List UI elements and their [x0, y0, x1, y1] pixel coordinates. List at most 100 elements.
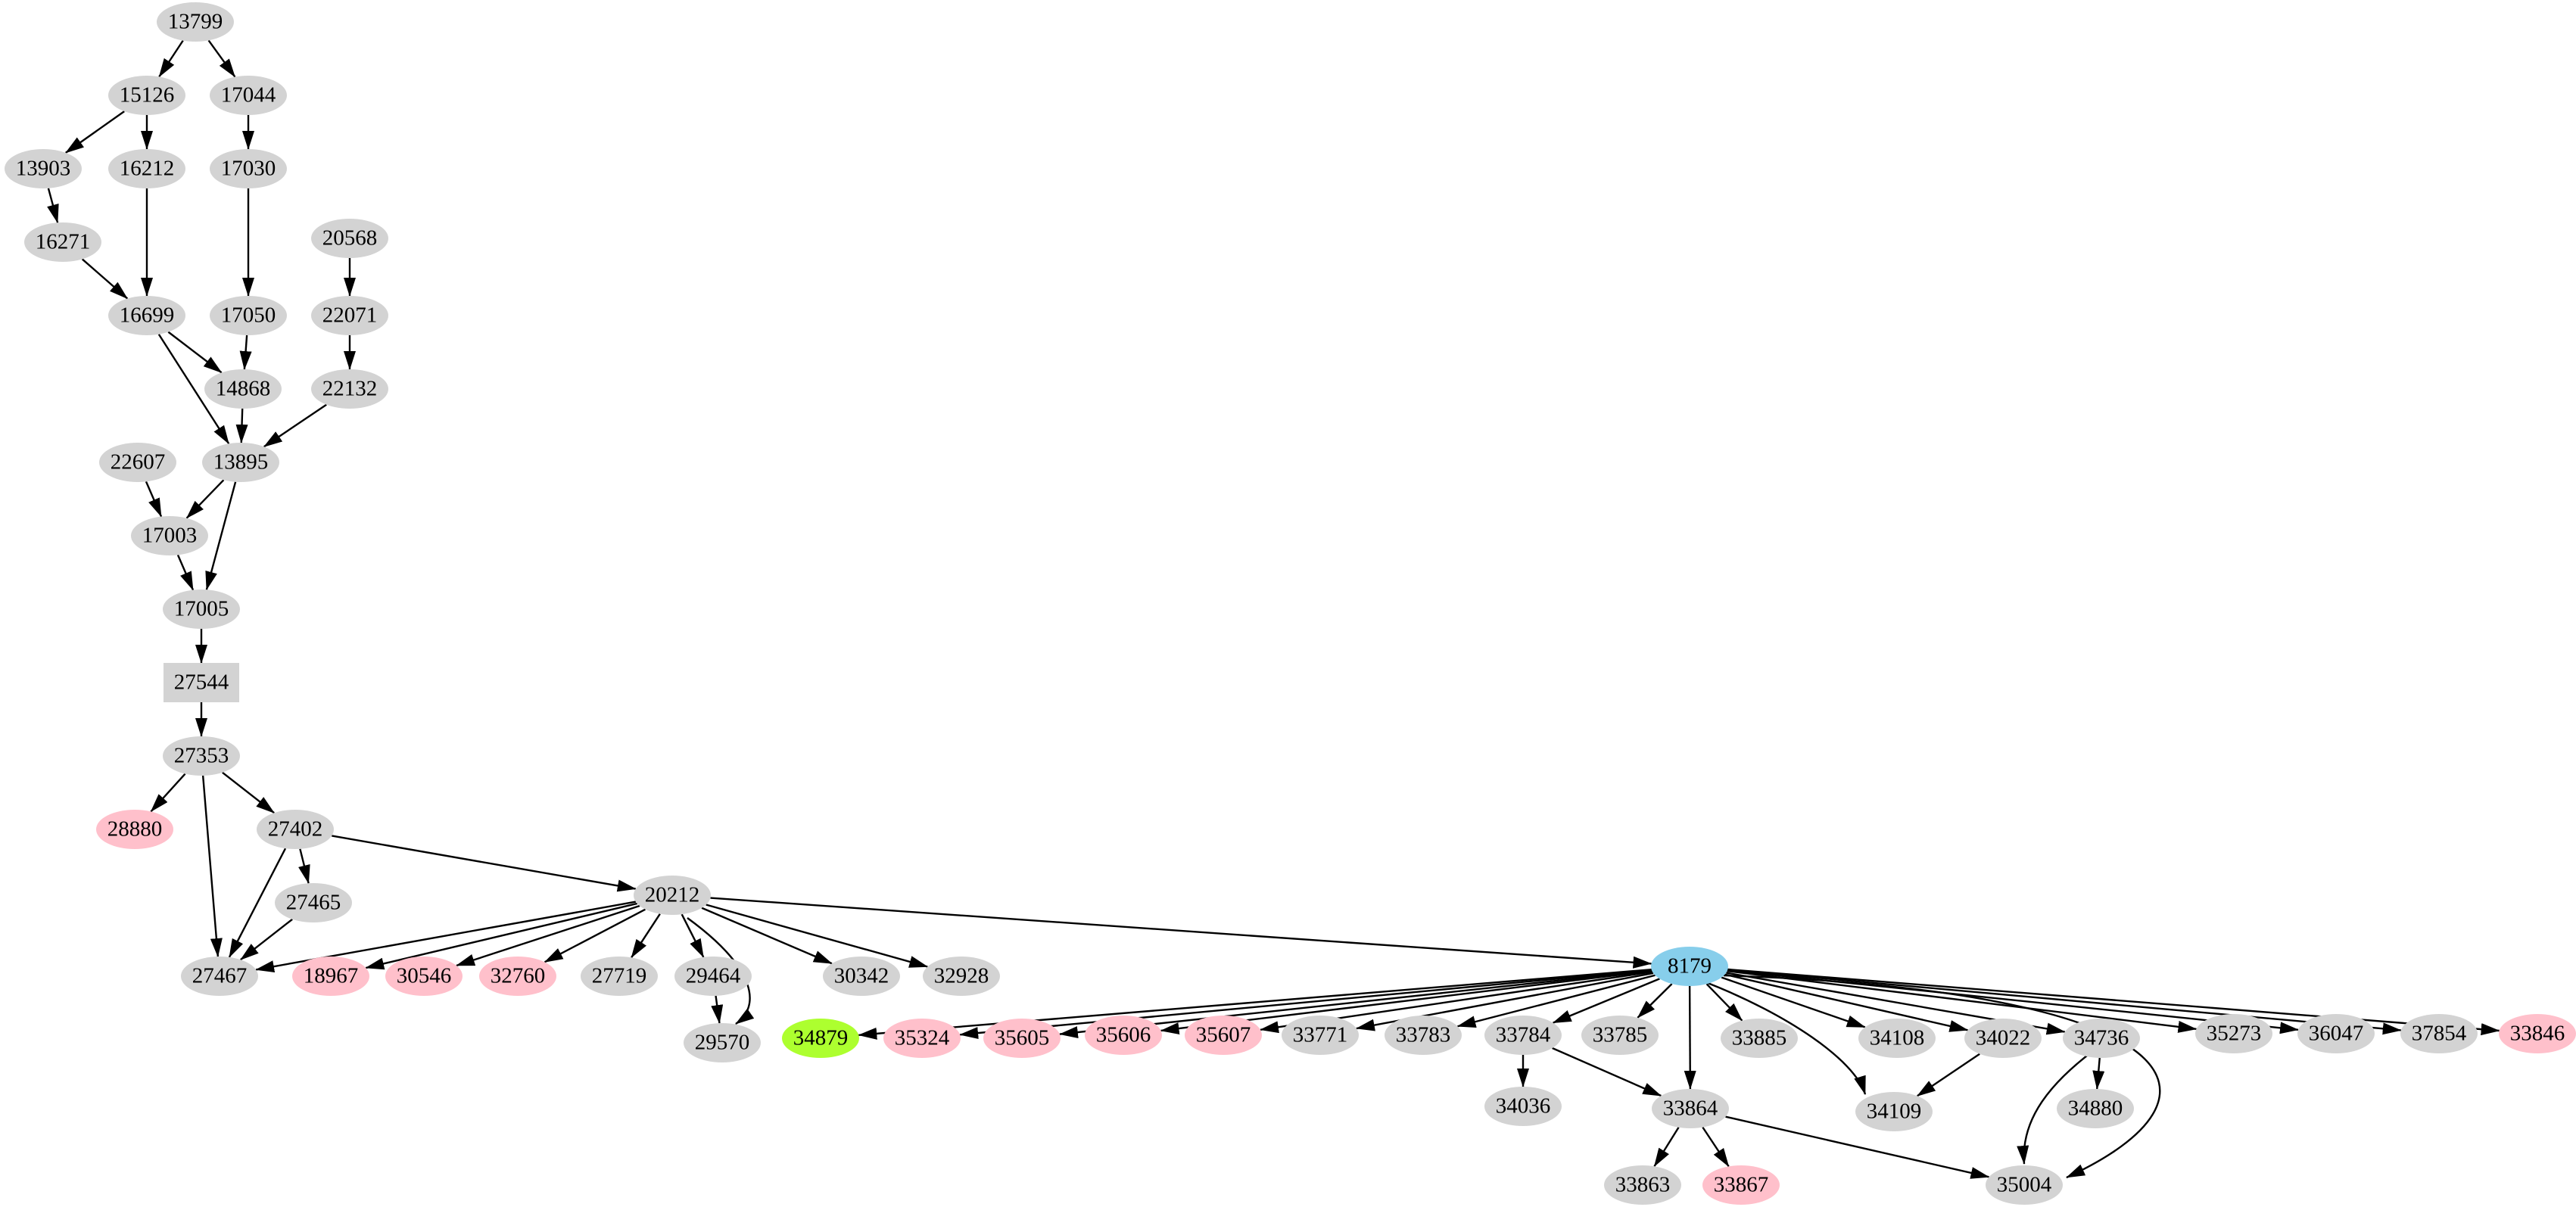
node-label: 34879 [793, 1026, 849, 1050]
node-label: 17044 [221, 83, 276, 107]
ellipse-node-shape [292, 957, 369, 996]
edge-17050-14868 [239, 334, 252, 371]
ellipse-node-shape [5, 149, 82, 188]
edge-13799-17044 [207, 39, 236, 78]
node-label: 14868 [216, 377, 271, 401]
ellipse-node-shape [923, 957, 1000, 996]
node-label: 16212 [120, 157, 175, 181]
node-label: 33846 [2510, 1022, 2565, 1046]
edge-20212-30546 [456, 904, 640, 967]
ellipse-node-shape [108, 296, 185, 335]
node-label: 16699 [120, 303, 175, 328]
node-label: 32928 [934, 964, 989, 988]
node-34880: 34880 [2057, 1089, 2134, 1128]
ellipse-node-shape [157, 2, 234, 42]
node-34108: 34108 [1858, 1019, 1936, 1058]
ellipse-node-shape [275, 883, 352, 922]
node-33846: 33846 [2499, 1014, 2576, 1053]
ellipse-node-shape [1604, 1165, 1681, 1205]
node-17005: 17005 [163, 590, 240, 629]
edge-33784-33864 [1552, 1047, 1662, 1097]
node-20568: 20568 [311, 219, 388, 258]
edge-8179-34108 [1721, 976, 1866, 1028]
edge-27353-28880 [150, 773, 186, 813]
node-label: 33863 [1615, 1173, 1671, 1197]
edge-27465-27467 [240, 918, 293, 961]
node-27353: 27353 [163, 736, 240, 776]
node-label: 33864 [1663, 1097, 1718, 1121]
edge-8179-35273 [1727, 969, 2198, 1033]
edge-22607-17003 [145, 481, 163, 518]
ellipse-node-shape [1484, 1016, 1562, 1055]
node-33784: 33784 [1484, 1016, 1562, 1055]
node-label: 36047 [2309, 1022, 2364, 1046]
edge-8179-33785 [1637, 983, 1673, 1019]
node-label: 35273 [2207, 1022, 2262, 1046]
edge-16699-13895 [157, 334, 230, 445]
node-label: 33867 [1714, 1173, 1769, 1197]
node-8179: 8179 [1651, 947, 1728, 986]
node-label: 35607 [1196, 1023, 1251, 1047]
edge-8179-34022 [1724, 973, 1969, 1032]
node-label: 35004 [1997, 1173, 2052, 1197]
node-label: 35605 [995, 1026, 1050, 1050]
edge-8179-35605 [1058, 969, 1652, 1039]
node-label: 30546 [397, 964, 452, 988]
node-30342: 30342 [823, 957, 900, 996]
ellipse-node-shape [163, 736, 240, 776]
node-34036: 34036 [1484, 1087, 1562, 1126]
node-13799: 13799 [157, 2, 234, 42]
ellipse-node-shape [634, 876, 711, 915]
edge-27353-27402 [222, 771, 275, 814]
node-17030: 17030 [210, 149, 287, 188]
box-node-shape [164, 663, 239, 702]
edge-27402-20212 [332, 835, 637, 892]
ellipse-node-shape [131, 516, 208, 555]
node-label: 22071 [322, 303, 378, 328]
ellipse-node-shape [1721, 1019, 1798, 1058]
edge-27402-27467 [228, 848, 287, 958]
ellipse-node-shape [1986, 1165, 2063, 1205]
node-14868: 14868 [204, 369, 282, 409]
node-label: 27465 [286, 891, 341, 915]
edge-20212-32760 [544, 908, 646, 963]
ellipse-node-shape [311, 296, 388, 335]
edge-29464-29570 [711, 995, 724, 1025]
node-label: 22607 [111, 450, 166, 474]
node-label: 34736 [2074, 1026, 2129, 1050]
node-label: 27353 [174, 744, 229, 768]
edge-16271-16699 [81, 258, 129, 300]
node-18967: 18967 [292, 957, 369, 996]
ellipse-node-shape [108, 76, 185, 115]
edge-8179-33846 [1727, 968, 2500, 1036]
node-label: 34022 [1976, 1026, 2031, 1050]
node-27719: 27719 [581, 957, 658, 996]
edge-8179-34879 [858, 968, 1652, 1040]
ellipse-node-shape [181, 957, 258, 996]
node-label: 17050 [221, 303, 276, 328]
node-27544: 27544 [164, 663, 239, 702]
node-33885: 33885 [1721, 1019, 1798, 1058]
ellipse-node-shape [1484, 1087, 1562, 1126]
node-35324: 35324 [883, 1019, 961, 1058]
node-label: 20568 [322, 226, 378, 250]
ellipse-node-shape [311, 369, 388, 409]
edge-16699-14868 [167, 331, 223, 374]
edge-20212-27719 [631, 913, 661, 959]
ellipse-node-shape [2499, 1014, 2576, 1053]
node-label: 27719 [592, 964, 647, 988]
ellipse-node-shape [1702, 1165, 1780, 1205]
node-17003: 17003 [131, 516, 208, 555]
edge-34736-35004 [2017, 1055, 2088, 1165]
node-22132: 22132 [311, 369, 388, 409]
edge-20212-32928 [706, 904, 929, 968]
node-22607: 22607 [99, 443, 176, 482]
ellipse-node-shape [204, 369, 282, 409]
node-35004: 35004 [1986, 1165, 2063, 1205]
ellipse-node-shape [1858, 1019, 1936, 1058]
edge-33864-35004 [1725, 1115, 1990, 1179]
ellipse-node-shape [202, 443, 279, 482]
node-35273: 35273 [2195, 1014, 2272, 1053]
node-label: 8179 [1668, 954, 1712, 978]
